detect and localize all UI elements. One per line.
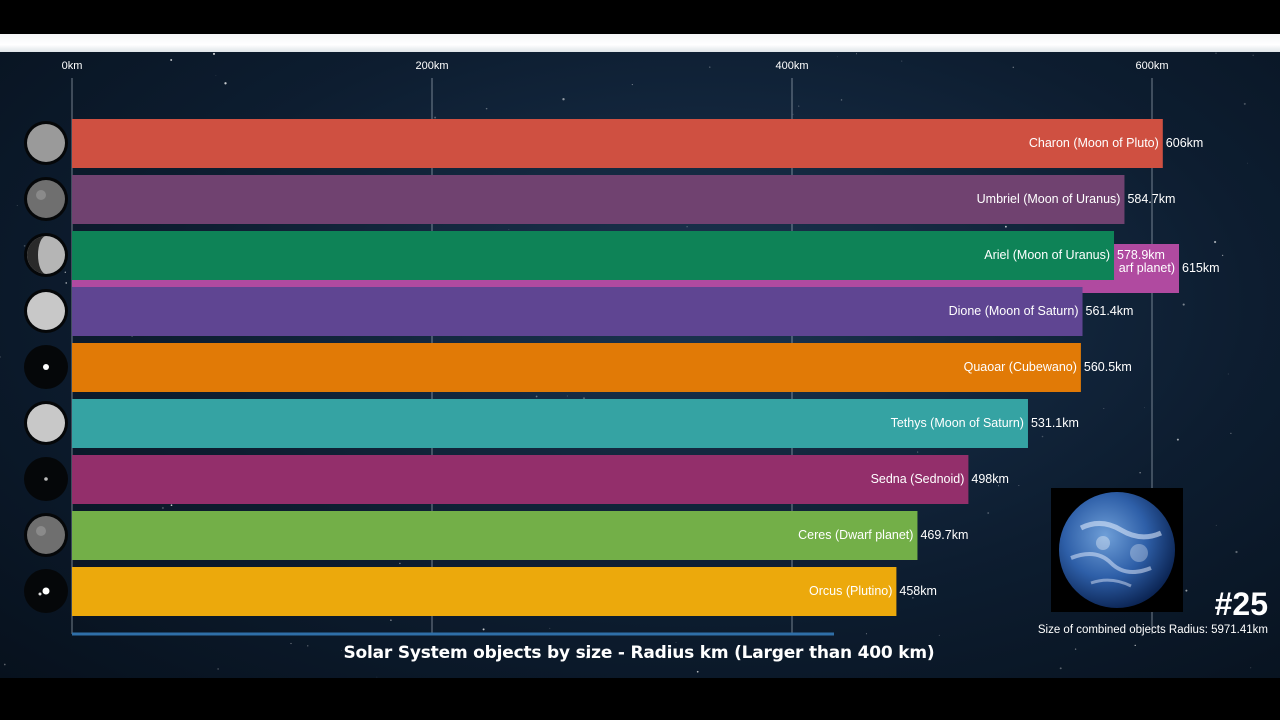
bar: [72, 175, 1125, 224]
moon-icon: [24, 569, 68, 613]
bar-label: Tethys (Moon of Saturn): [891, 416, 1024, 430]
bar-chart: 0km 200km 400km 600km arf planet) 615km Charon…: [0, 52, 1254, 678]
bar-label: Ariel (Moon of Uranus): [984, 248, 1110, 262]
moon-icon: [24, 233, 68, 277]
bar-value-label: 561.4km: [1086, 304, 1134, 318]
combined-radius-label: Size of combined objects Radius: 5971.41…: [1037, 624, 1268, 636]
bar-label: Orcus (Plutino): [809, 584, 892, 598]
bar: [72, 455, 969, 504]
bar-value-label: 498km: [971, 472, 1009, 486]
bar-value-label: 458km: [899, 584, 937, 598]
x-tick-label: 400km: [775, 60, 808, 72]
bar-value-label: 606km: [1166, 136, 1204, 150]
rank-counter: #25: [1214, 586, 1268, 622]
earth-icon: [1051, 488, 1183, 612]
bar: [72, 567, 897, 616]
bar-value-label: 469.7km: [920, 528, 968, 542]
moon-icon: [24, 289, 68, 333]
bar: [72, 287, 1083, 336]
bar: [72, 343, 1081, 392]
x-tick-label: 200km: [415, 60, 448, 72]
x-tick-label: 0km: [62, 60, 83, 72]
chart-title: Solar System objects by size - Radius km…: [343, 643, 935, 663]
white-strip: [0, 34, 1280, 52]
bar-label: Quaoar (Cubewano): [964, 360, 1077, 374]
bar-label-entering: arf planet): [1119, 261, 1175, 275]
bar-label: Ceres (Dwarf planet): [798, 528, 913, 542]
bar: [72, 511, 918, 560]
bar-label: Charon (Moon of Pluto): [1029, 136, 1159, 150]
moon-icon: [24, 121, 68, 165]
bar: [72, 231, 1115, 280]
bar: [72, 399, 1028, 448]
bar: [72, 119, 1163, 168]
moon-icon: [24, 457, 68, 501]
bar-label: Umbriel (Moon of Uranus): [977, 192, 1121, 206]
moon-icon: [24, 401, 68, 445]
x-tick-label: 600km: [1135, 60, 1168, 72]
letterbox-bottom: [0, 678, 1280, 720]
bar-value-label: 560.5km: [1084, 360, 1132, 374]
bar-label: Dione (Moon of Saturn): [949, 304, 1079, 318]
letterbox-top: [0, 0, 1280, 34]
bar-value-label: 578.9km: [1117, 248, 1165, 262]
moon-icon: [24, 345, 68, 389]
bar-value-entering: 615km: [1182, 261, 1220, 275]
moon-icon: [24, 513, 68, 557]
bar-value-label: 584.7km: [1127, 192, 1175, 206]
bar-value-label: 531.1km: [1031, 416, 1079, 430]
bar-label: Sedna (Sednoid): [871, 472, 965, 486]
moon-icon: [24, 177, 68, 221]
